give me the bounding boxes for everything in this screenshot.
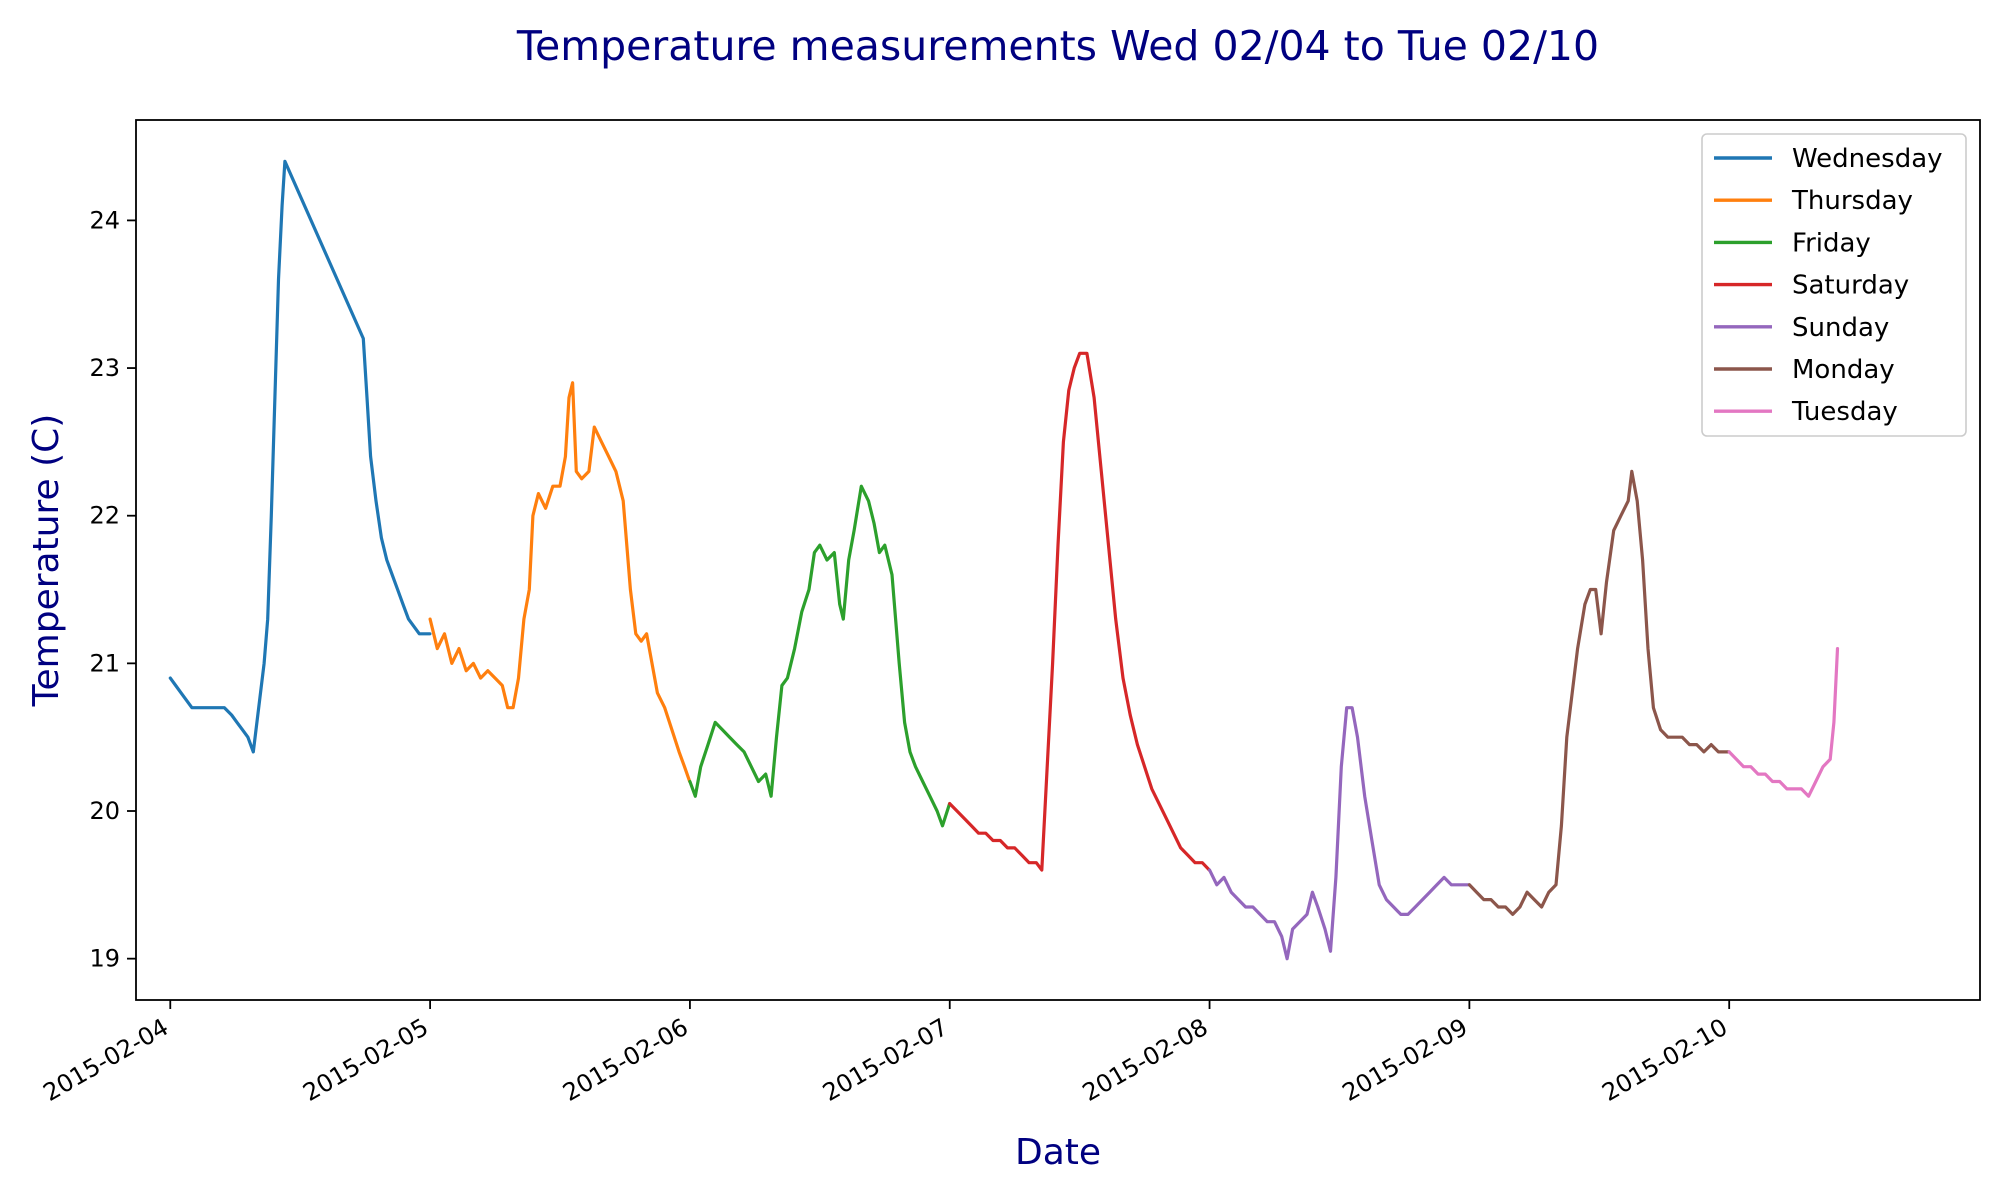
series-line-thursday (428, 381, 692, 784)
y-tick-label: 24 (89, 206, 120, 234)
plot-frame (135, 119, 1981, 1001)
legend-label-sunday: Sunday (1792, 313, 1889, 343)
legend-label-wednesday: Wednesday (1792, 144, 1943, 174)
y-tick-label: 23 (89, 354, 120, 382)
legend-label-saturday: Saturday (1792, 271, 1909, 301)
legend-label-thursday: Thursday (1791, 186, 1913, 216)
legend-box (1701, 133, 1967, 437)
series-line-sunday (1207, 706, 1471, 961)
y-axis: 19 20 21 22 23 24 (89, 206, 136, 973)
y-axis-label: Temperature (C) (26, 414, 67, 708)
series-layer (168, 159, 1840, 961)
legend-label-tuesday: Tuesday (1791, 397, 1898, 427)
chart-title: Temperature measurements Wed 02/04 to Tu… (516, 22, 1599, 70)
series-line-monday (1467, 469, 1731, 917)
series-line-saturday (948, 351, 1212, 872)
legend: Wednesday Thursday Friday Saturday Sunday Mon… (1701, 133, 1967, 437)
x-axis-label: Date (1015, 1132, 1101, 1173)
series-line-friday (688, 484, 952, 828)
series-line-tuesday (1727, 646, 1840, 798)
y-tick-label: 21 (89, 649, 120, 677)
y-tick-label: 20 (89, 797, 120, 825)
y-tick-label: 22 (89, 502, 120, 530)
series-line-wednesday (168, 159, 432, 754)
legend-label-friday: Friday (1792, 228, 1871, 258)
legend-label-monday: Monday (1792, 355, 1895, 385)
y-tick-label: 19 (89, 945, 120, 973)
